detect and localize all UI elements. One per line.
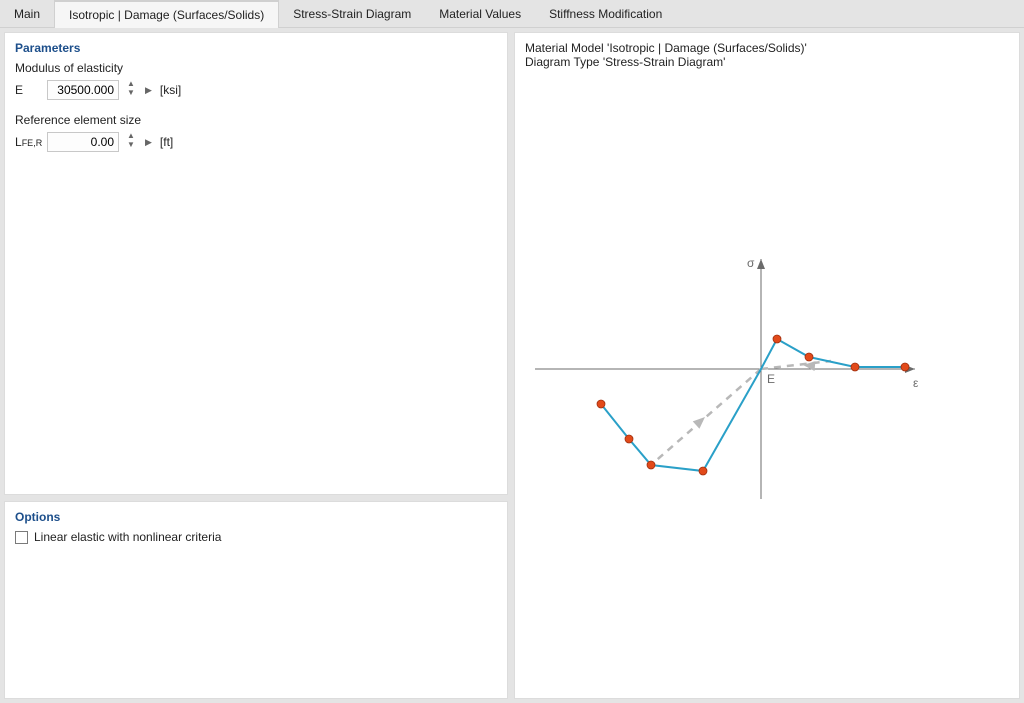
tab-material-values[interactable]: Material Values (425, 0, 535, 27)
modulus-symbol: E (15, 83, 41, 97)
refelem-label: Reference element size (15, 113, 497, 127)
tab-main[interactable]: Main (0, 0, 54, 27)
left-column: Parameters Modulus of elasticity E ▲ ▼ ▶… (4, 32, 508, 699)
modulus-input[interactable] (47, 80, 119, 100)
refelem-unit: [ft] (160, 135, 173, 149)
parameters-title: Parameters (15, 41, 497, 55)
diagram-panel: Material Model 'Isotropic | Damage (Surf… (514, 32, 1020, 699)
modulus-unit: [ksi] (160, 83, 181, 97)
tab-stress-strain-diagram[interactable]: Stress-Strain Diagram (279, 0, 425, 27)
options-title: Options (15, 510, 497, 524)
spinner-down-icon[interactable]: ▼ (125, 90, 137, 99)
parameters-panel: Parameters Modulus of elasticity E ▲ ▼ ▶… (4, 32, 508, 495)
tab-isotropic-damage-surfaces-solids[interactable]: Isotropic | Damage (Surfaces/Solids) (54, 0, 279, 28)
refelem-spinner[interactable]: ▲ ▼ (125, 132, 137, 152)
refelem-symbol: LFE,R (15, 135, 41, 149)
linear-elastic-label: Linear elastic with nonlinear criteria (34, 530, 221, 544)
options-panel: Options Linear elastic with nonlinear cr… (4, 501, 508, 699)
diagram-info-line1: Material Model 'Isotropic | Damage (Surf… (525, 41, 1009, 55)
svg-text:E: E (767, 372, 775, 386)
linear-elastic-checkbox[interactable] (15, 531, 28, 544)
content-area: Parameters Modulus of elasticity E ▲ ▼ ▶… (0, 28, 1024, 703)
svg-text:ε: ε (913, 376, 919, 390)
stress-strain-chart: σ ε E (525, 249, 1009, 519)
play-icon[interactable]: ▶ (143, 137, 154, 148)
modulus-spinner[interactable]: ▲ ▼ (125, 80, 137, 100)
diagram-info-line2: Diagram Type 'Stress-Strain Diagram' (525, 55, 1009, 69)
refelem-input[interactable] (47, 132, 119, 152)
linear-elastic-row[interactable]: Linear elastic with nonlinear criteria (15, 530, 497, 544)
spinner-down-icon[interactable]: ▼ (125, 142, 137, 151)
chart-svg: σ ε E (525, 249, 925, 519)
modulus-label: Modulus of elasticity (15, 61, 497, 75)
tab-strip: MainIsotropic | Damage (Surfaces/Solids)… (0, 0, 1024, 28)
tab-stiffness-modification[interactable]: Stiffness Modification (535, 0, 676, 27)
svg-text:σ: σ (747, 256, 755, 270)
modulus-row: E ▲ ▼ ▶ [ksi] (15, 79, 497, 101)
refelem-row: LFE,R ▲ ▼ ▶ [ft] (15, 131, 497, 153)
play-icon[interactable]: ▶ (143, 85, 154, 96)
